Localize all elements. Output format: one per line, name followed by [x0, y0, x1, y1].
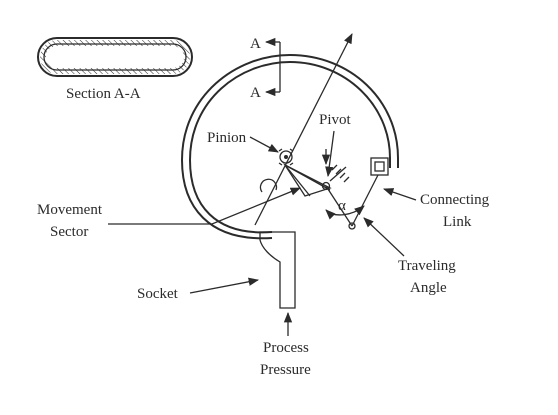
- traveling-label-line2: Angle: [410, 280, 447, 296]
- connecting-label-line1: Connecting: [420, 192, 490, 208]
- connecting-link: [325, 174, 379, 230]
- pivot-leader: [325, 130, 335, 178]
- section-cut-arrows: [264, 37, 281, 97]
- pivot: [321, 149, 350, 191]
- traveling-leader: [363, 217, 405, 257]
- connecting-label-line2: Link: [443, 214, 472, 230]
- traveling-label-line1: Traveling: [398, 258, 456, 274]
- connecting-leader: [383, 188, 417, 201]
- pivot-label: Pivot: [319, 112, 352, 128]
- section-a-top-label: A: [250, 36, 261, 52]
- socket: [259, 231, 296, 309]
- section-a-bottom-label: A: [250, 85, 261, 101]
- process-label-line2: Pressure: [260, 362, 311, 378]
- pinion-leader: [249, 136, 279, 153]
- alpha-symbol: α: [338, 198, 346, 214]
- section-a-a-crosssection: [37, 37, 193, 77]
- bourdon-tube: [180, 53, 399, 240]
- process-label-line1: Process: [263, 340, 309, 356]
- pinion-label: Pinion: [207, 130, 247, 146]
- movement-leader: [108, 187, 301, 225]
- socket-label: Socket: [137, 286, 179, 302]
- section-label: Section A-A: [66, 86, 141, 102]
- movement-label-line2: Sector: [50, 224, 88, 240]
- movement-label-line1: Movement: [37, 202, 103, 218]
- socket-leader: [189, 277, 260, 294]
